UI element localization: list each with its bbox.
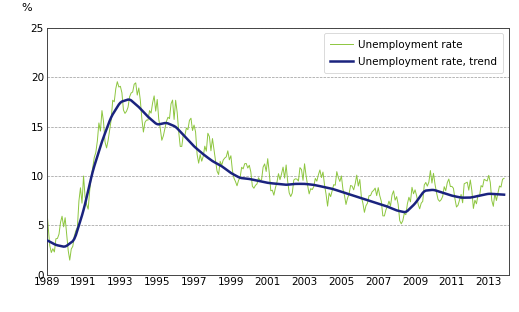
Unemployment rate <box>407 200 414 204</box>
Unemployment rate <box>44 206 50 209</box>
Unemployment rate, trend <box>334 188 340 192</box>
Unemployment rate, trend <box>501 193 507 197</box>
Unemployment rate <box>334 170 340 173</box>
Line: Unemployment rate, trend: Unemployment rate, trend <box>47 100 504 246</box>
Unemployment rate <box>114 80 120 84</box>
Unemployment rate, trend <box>456 195 462 199</box>
Legend: Unemployment rate, Unemployment rate, trend: Unemployment rate, Unemployment rate, tr… <box>324 33 503 73</box>
Unemployment rate, trend <box>196 149 202 152</box>
Unemployment rate, trend <box>407 206 414 210</box>
Unemployment rate, trend <box>125 98 131 101</box>
Text: %: % <box>21 3 32 13</box>
Unemployment rate, trend <box>44 238 50 242</box>
Unemployment rate, trend <box>61 245 67 248</box>
Line: Unemployment rate: Unemployment rate <box>47 82 504 260</box>
Unemployment rate <box>54 236 61 240</box>
Unemployment rate <box>291 178 297 182</box>
Unemployment rate, trend <box>54 243 61 247</box>
Unemployment rate <box>66 258 73 262</box>
Unemployment rate <box>456 198 462 202</box>
Unemployment rate <box>196 161 202 165</box>
Unemployment rate <box>501 177 507 180</box>
Unemployment rate, trend <box>291 182 297 186</box>
